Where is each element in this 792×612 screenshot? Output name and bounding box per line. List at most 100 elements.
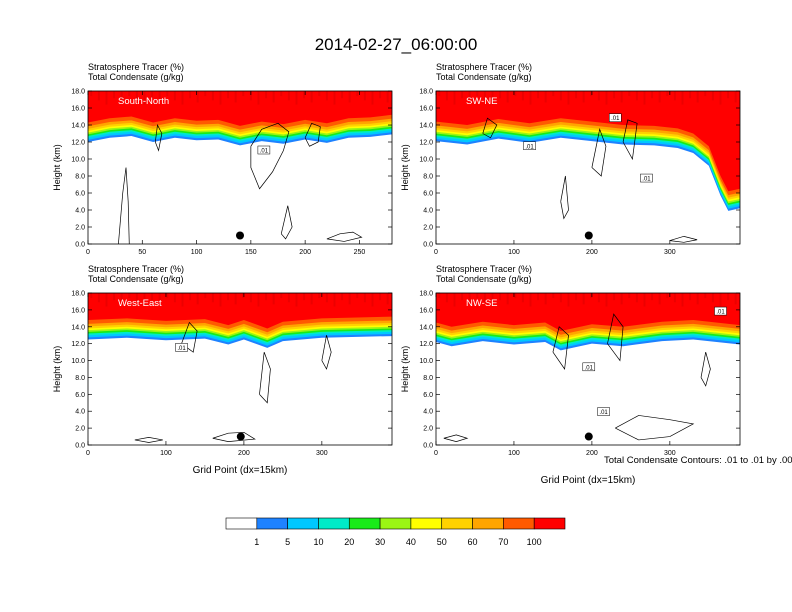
contour-label-box [175, 343, 188, 352]
y-tick-label: 0.0 [75, 242, 85, 249]
plot-frame [87, 90, 393, 245]
tracer-streak [613, 91, 616, 99]
condensate-contour [134, 437, 163, 443]
contour-label-box [582, 362, 596, 372]
y-tick-label: 18.0 [71, 291, 85, 298]
tracer-streak [173, 91, 176, 101]
tracer-streak [499, 293, 502, 301]
tracer-streak [211, 293, 214, 303]
plot-content: .01 [88, 293, 392, 443]
tracer-streak [318, 293, 321, 299]
tracer-streak [445, 91, 448, 101]
contour-label-box [257, 145, 271, 155]
tracer-streak [265, 91, 268, 99]
x-tick-label: 300 [664, 249, 676, 256]
colorbar-box [503, 517, 535, 530]
tracer-streak [453, 293, 456, 307]
tracer-streak [727, 91, 730, 99]
panel-west-east: .01 0.0 2.0 4.0 6.0 8.0 10.0 12.0 14.0 16.0 18.0 0 1… [52, 264, 393, 476]
condensate-contour [560, 175, 569, 220]
y-axis-label: Height (km) [400, 144, 410, 191]
tracer-streak [181, 293, 184, 307]
tracer-streak [438, 293, 441, 299]
tracer-streak [521, 293, 524, 303]
colorbar-box [472, 517, 504, 530]
panel-title-condensate: Total Condensate (g/kg) [436, 274, 532, 284]
tracer-streak [287, 91, 290, 101]
location-marker [584, 432, 593, 441]
plot-frame [87, 292, 393, 446]
condensate-contour [615, 415, 695, 441]
tracer-streak [151, 293, 154, 301]
tracer-streak [257, 293, 260, 307]
panel-nw-se: .01 .01 .01 0.0 2.0 4.0 6.0 8.0 10.0 12.0 14.0 16.0… [400, 264, 741, 486]
tracer-streak [181, 91, 184, 105]
tracer-streak [341, 91, 344, 99]
condensate-contour [622, 119, 638, 161]
x-tick-label: 50 [138, 249, 146, 256]
tracer-streak [559, 293, 562, 303]
tracer-streak [219, 91, 222, 105]
tracer-streak [605, 91, 608, 105]
colorbar-label: 70 [498, 537, 508, 547]
tracer-streak [166, 293, 169, 299]
contour-label-box [640, 173, 653, 183]
tracer-streak [211, 91, 214, 101]
tracer-streak [227, 91, 230, 99]
tracer-streak [582, 91, 585, 103]
condensate-contour [250, 122, 290, 190]
plot-content: .01 [88, 91, 392, 244]
tracer-streak [287, 293, 290, 303]
tracer-streak [325, 91, 328, 101]
y-tick-label: 18.0 [71, 89, 85, 96]
tracer-streak [120, 293, 123, 305]
y-tick-label: 4.0 [75, 208, 85, 215]
contour-label: .01 [716, 310, 725, 316]
tracer-streak [673, 293, 676, 303]
tracer-streak [590, 91, 593, 97]
contour-label-box [597, 407, 610, 416]
colorbar: 1 5 10 20 30 40 50 60 70 100 [225, 517, 566, 547]
tracer-streak [711, 91, 714, 101]
tracer-streak [242, 293, 245, 299]
condensate-contour [669, 235, 698, 243]
contour-label: .01 [611, 116, 620, 122]
x-tick-label: 150 [245, 249, 257, 256]
y-tick-label: 12.0 [419, 140, 433, 147]
tracer-streak [303, 91, 306, 99]
tracer-streak [204, 293, 207, 299]
tracer-streak [719, 91, 722, 105]
tracer-streak [537, 293, 540, 301]
y-tick-label: 16.0 [419, 307, 433, 314]
tracer-streak [143, 293, 146, 307]
x-tick-label: 200 [586, 450, 598, 457]
tracer-streak [483, 293, 486, 303]
tracer-streak [529, 293, 532, 307]
plot-content: .01 .01 .01 [436, 91, 740, 243]
condensate-contour [154, 123, 163, 152]
tracer-streak [356, 91, 359, 97]
condensate-contour [552, 326, 569, 370]
tracer-streak [635, 91, 638, 101]
y-tick-label: 6.0 [423, 392, 433, 399]
x-tick-label: 300 [664, 450, 676, 457]
condensate-contour [700, 352, 711, 387]
tracer-streak [135, 91, 138, 101]
tracer-streak [120, 91, 123, 103]
x-tick-label: 250 [354, 249, 366, 256]
tracer-streak [219, 293, 222, 307]
tracer-streak [113, 293, 116, 301]
tracer-streak [476, 91, 479, 97]
tracer-streak [514, 91, 517, 97]
tracer-streak [249, 91, 252, 101]
tracer-streak [113, 91, 116, 99]
x-axis-label: Grid Point (dx=15km) [193, 465, 288, 476]
tracer-streak [689, 91, 692, 99]
tracer-streak [476, 293, 479, 299]
tracer-streak [734, 293, 737, 305]
tracer-streak [242, 91, 245, 97]
colorbar-label: 100 [527, 537, 542, 547]
colorbar-box [348, 517, 381, 530]
colorbar-box [533, 517, 566, 530]
